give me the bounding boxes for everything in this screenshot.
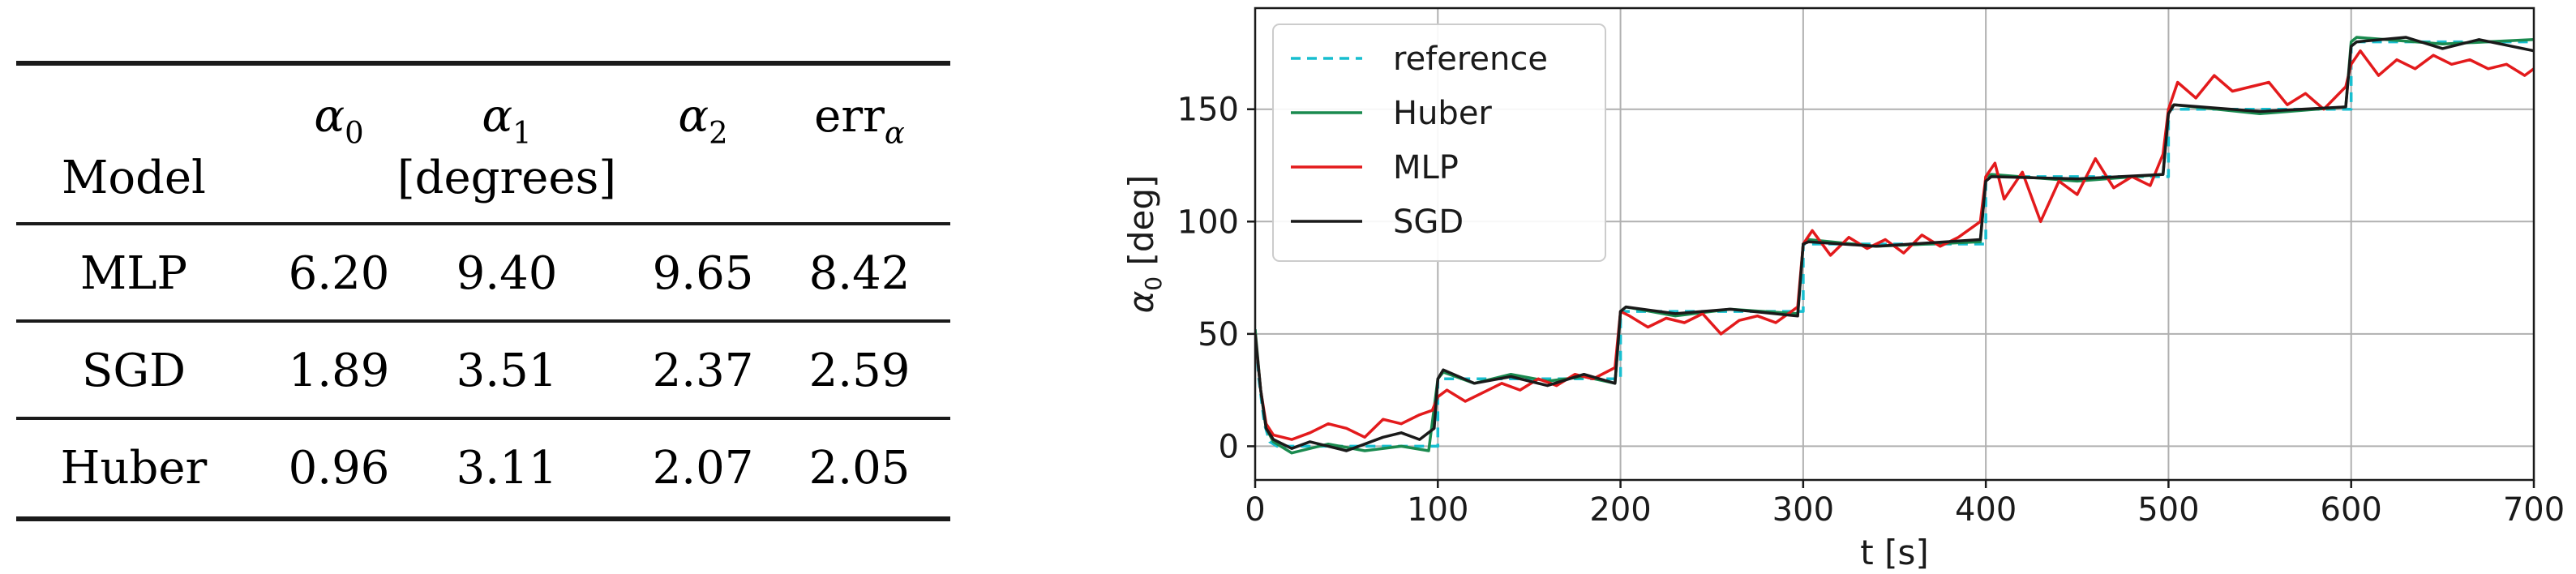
series-line-mlp xyxy=(1255,49,2534,441)
table-cell: 8.42 xyxy=(809,247,911,300)
x-tick-label: 300 xyxy=(1772,491,1834,529)
model-name: SGD xyxy=(82,345,186,397)
table-cell: 1.89 xyxy=(289,345,390,397)
x-tick-label: 100 xyxy=(1407,491,1468,529)
table-cell: 2.07 xyxy=(653,442,754,495)
y-tick-label: 100 xyxy=(1177,203,1239,241)
y-axis-label: α0 [deg] xyxy=(1121,175,1167,314)
model-name: Huber xyxy=(61,442,208,495)
model-column-header: Model xyxy=(62,152,206,204)
x-tick-label: 400 xyxy=(1955,491,2017,529)
table-cell: 2.59 xyxy=(809,345,911,397)
table-cell: 3.51 xyxy=(456,345,558,397)
column-header: errα xyxy=(814,90,905,151)
x-tick-label: 500 xyxy=(2137,491,2199,529)
legend-entry-mlp: MLP xyxy=(1393,149,1459,186)
x-tick-label: 200 xyxy=(1589,491,1651,529)
x-tick-label: 700 xyxy=(2503,491,2565,529)
results-table-graphic: α0 α1 α2 errα Model [degrees] MLP 6.20 9.40 9.65 8… xyxy=(16,61,950,521)
legend-entry-sgd: SGD xyxy=(1393,203,1464,241)
model-name: MLP xyxy=(80,247,187,300)
results-table: α0 α1 α2 errα Model [degrees] MLP 6.20 9.40 9.65 8… xyxy=(0,0,973,574)
legend-entry-reference: reference xyxy=(1393,41,1548,78)
x-tick-label: 0 xyxy=(1245,491,1265,529)
alpha0-time-series-chart: 0 100 200 300 400 500 600 700 0 50 100 150 t [s] α0 [… xyxy=(1121,6,2565,572)
series-line-sgd xyxy=(1255,36,2534,452)
series-line-reference xyxy=(1255,40,2534,448)
column-header: α1 xyxy=(482,90,531,151)
y-tick-label: 0 xyxy=(1219,428,1239,465)
table-cell: 2.05 xyxy=(809,442,911,495)
plot-frame xyxy=(1254,6,2535,482)
table-cell: 2.37 xyxy=(653,345,754,397)
table-cell: 3.11 xyxy=(456,442,558,495)
x-tick-label: 600 xyxy=(2321,491,2382,529)
legend-entry-huber: Huber xyxy=(1393,95,1492,132)
table-cell: 9.65 xyxy=(653,247,754,300)
table-cell: 0.96 xyxy=(289,442,390,495)
column-header: α2 xyxy=(678,90,727,151)
y-tick-label: 50 xyxy=(1198,316,1239,353)
x-axis-label: t [s] xyxy=(1860,533,1928,572)
table-cell: 6.20 xyxy=(289,247,390,300)
table-cell: 9.40 xyxy=(456,247,558,300)
chart-legend: reference Huber MLP SGD xyxy=(1272,24,1606,262)
y-tick-label: 150 xyxy=(1177,92,1239,129)
column-header: α0 xyxy=(314,90,363,151)
unit-label: [degrees] xyxy=(397,152,616,204)
